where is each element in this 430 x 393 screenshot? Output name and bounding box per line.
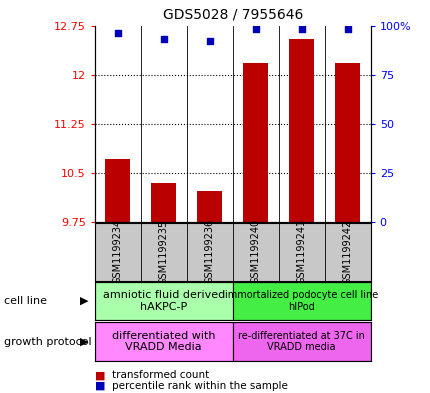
Bar <box>289 39 313 222</box>
Text: ▶: ▶ <box>80 336 88 347</box>
Bar <box>151 183 176 222</box>
Text: ■: ■ <box>95 381 105 391</box>
Bar <box>243 63 268 222</box>
Text: differentiated with
VRADD Media: differentiated with VRADD Media <box>112 331 215 352</box>
Point <box>114 30 121 37</box>
Point <box>344 26 350 33</box>
Text: cell line: cell line <box>4 296 47 306</box>
Bar <box>334 63 359 222</box>
Text: percentile rank within the sample: percentile rank within the sample <box>112 381 287 391</box>
Bar <box>232 322 370 361</box>
Text: GSM1199241: GSM1199241 <box>296 219 306 285</box>
Text: growth protocol: growth protocol <box>4 336 92 347</box>
Bar <box>197 191 222 222</box>
Text: re-differentiated at 37C in
VRADD media: re-differentiated at 37C in VRADD media <box>238 331 364 352</box>
Text: ■: ■ <box>95 370 105 380</box>
Text: GSM1199242: GSM1199242 <box>342 219 352 285</box>
Bar <box>232 282 370 320</box>
Text: amniotic fluid derived
hAKPC-P: amniotic fluid derived hAKPC-P <box>102 290 224 312</box>
Bar <box>105 158 130 222</box>
Bar <box>95 322 232 361</box>
Point <box>252 26 258 33</box>
Text: GSM1199234: GSM1199234 <box>113 219 123 285</box>
Text: GSM1199235: GSM1199235 <box>158 219 169 285</box>
Bar <box>95 282 232 320</box>
Text: transformed count: transformed count <box>112 370 209 380</box>
Point <box>206 38 213 44</box>
Text: GSM1199240: GSM1199240 <box>250 219 260 285</box>
Text: immortalized podocyte cell line
hIPod: immortalized podocyte cell line hIPod <box>224 290 378 312</box>
Title: GDS5028 / 7955646: GDS5028 / 7955646 <box>162 7 302 22</box>
Point <box>298 26 304 33</box>
Point <box>160 36 167 42</box>
Text: GSM1199236: GSM1199236 <box>204 219 214 285</box>
Text: ▶: ▶ <box>80 296 88 306</box>
